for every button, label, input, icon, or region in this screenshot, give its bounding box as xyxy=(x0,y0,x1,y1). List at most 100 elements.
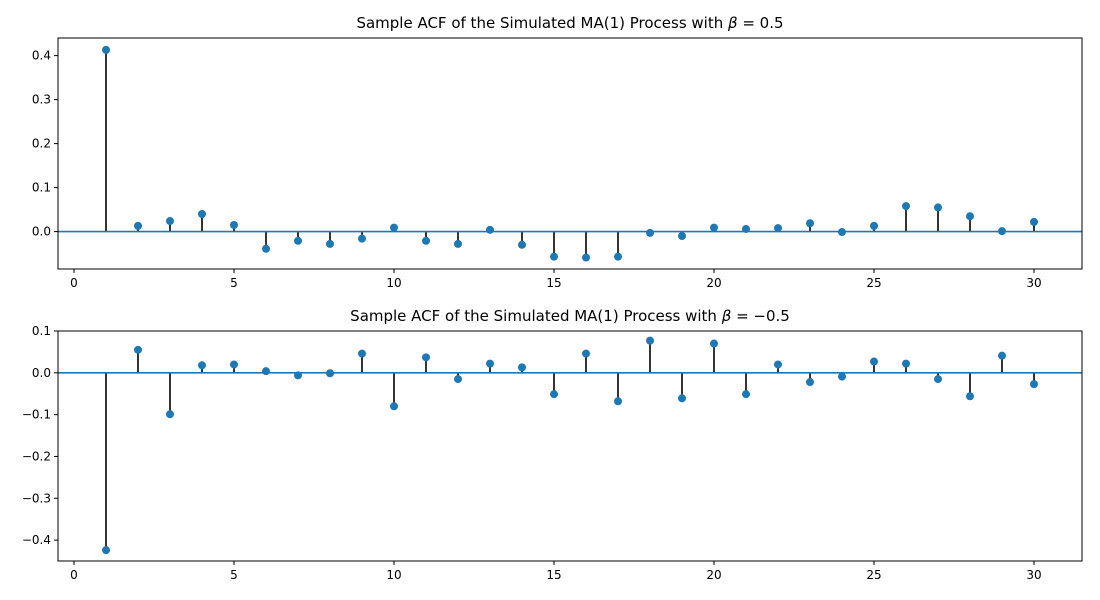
acf-point-lag-2 xyxy=(134,345,142,354)
chart-title-symbol: β xyxy=(727,14,738,32)
x-tick-label: 25 xyxy=(866,276,881,290)
x-tick-label: 25 xyxy=(866,568,881,582)
acf-point-lag-17 xyxy=(614,252,622,261)
acf-point-lag-5 xyxy=(230,221,238,229)
y-axis: −0.4 −0.3 −0.2 −0.1 0.0 0.1 xyxy=(22,324,58,547)
acf-point-lag-5 xyxy=(230,360,238,369)
chart-title-prefix: Sample ACF of the Simulated MA(1) Proces… xyxy=(350,307,722,325)
acf-point-lag-28 xyxy=(966,392,974,401)
acf-point-lag-3 xyxy=(166,410,174,419)
acf-point-lag-30 xyxy=(1030,380,1038,389)
acf-point-lag-16 xyxy=(582,349,590,358)
y-tick-label: 0.0 xyxy=(32,225,51,239)
acf-point-lag-23 xyxy=(806,219,814,228)
acf-point-lag-22 xyxy=(774,224,782,233)
acf-point-lag-12 xyxy=(454,239,462,248)
chart-title-prefix: Sample ACF of the Simulated MA(1) Proces… xyxy=(356,14,728,32)
chart-title-suffix: = −0.5 xyxy=(731,307,790,325)
axes-frame xyxy=(57,330,1083,562)
acf-point-lag-20 xyxy=(710,223,718,232)
acf-markers xyxy=(102,336,1038,555)
acf-point-lag-24 xyxy=(838,372,846,381)
acf-markers xyxy=(102,45,1038,262)
acf-point-lag-9 xyxy=(358,349,366,358)
y-tick-label: 0.2 xyxy=(32,137,51,151)
acf-point-lag-10 xyxy=(390,402,398,411)
chart-title-suffix: = 0.5 xyxy=(738,14,784,32)
acf-point-lag-29 xyxy=(998,227,1006,236)
axes-frame xyxy=(57,37,1083,270)
acf-point-lag-1 xyxy=(102,546,110,555)
y-tick-label: −0.2 xyxy=(22,449,51,463)
x-tick-label: 0 xyxy=(70,276,78,290)
acf-point-lag-6 xyxy=(262,367,270,376)
acf-point-lag-25 xyxy=(870,221,878,230)
y-tick-label: −0.3 xyxy=(22,491,51,505)
acf-point-lag-14 xyxy=(518,240,526,249)
x-axis: 0 5 10 15 20 25 30 xyxy=(70,269,1042,290)
y-axis: 0.0 0.1 0.2 0.3 0.4 xyxy=(32,49,58,239)
acf-point-lag-13 xyxy=(486,359,494,368)
acf-point-lag-12 xyxy=(454,375,462,384)
acf-chart-beta-negative: Sample ACF of the Simulated MA(1) Proces… xyxy=(22,307,1083,582)
acf-point-lag-11 xyxy=(422,353,430,362)
acf-point-lag-30 xyxy=(1030,217,1038,226)
acf-point-lag-28 xyxy=(966,212,974,221)
x-axis: 0 5 10 15 20 25 30 xyxy=(70,561,1042,582)
acf-point-lag-18 xyxy=(646,228,654,237)
acf-point-lag-15 xyxy=(550,252,558,261)
y-tick-label: 0.3 xyxy=(32,93,51,107)
x-tick-label: 5 xyxy=(230,568,238,582)
acf-point-lag-9 xyxy=(358,234,366,243)
acf-point-lag-3 xyxy=(166,217,174,226)
acf-point-lag-26 xyxy=(902,359,910,368)
acf-point-lag-22 xyxy=(774,360,782,369)
acf-point-lag-15 xyxy=(550,390,558,399)
acf-point-lag-7 xyxy=(294,371,302,380)
acf-point-lag-19 xyxy=(678,232,686,240)
acf-point-lag-10 xyxy=(390,223,398,232)
x-tick-label: 20 xyxy=(706,568,721,582)
x-tick-label: 30 xyxy=(1026,568,1041,582)
y-tick-label: 0.4 xyxy=(32,49,51,63)
x-tick-label: 15 xyxy=(546,276,561,290)
acf-point-lag-2 xyxy=(134,221,142,230)
acf-point-lag-20 xyxy=(710,339,718,348)
acf-point-lag-25 xyxy=(870,357,878,366)
acf-point-lag-17 xyxy=(614,397,622,406)
acf-point-lag-21 xyxy=(742,390,750,399)
acf-point-lag-1 xyxy=(102,45,110,54)
acf-point-lag-11 xyxy=(422,236,430,245)
acf-point-lag-4 xyxy=(198,210,206,218)
acf-point-lag-4 xyxy=(198,361,206,370)
y-tick-label: 0.1 xyxy=(32,324,51,338)
chart-title: Sample ACF of the Simulated MA(1) Proces… xyxy=(350,307,790,325)
acf-point-lag-27 xyxy=(934,203,942,212)
acf-point-lag-23 xyxy=(806,378,814,387)
acf-point-lag-24 xyxy=(838,228,846,237)
acf-point-lag-13 xyxy=(486,225,494,234)
acf-point-lag-18 xyxy=(646,336,654,345)
x-tick-label: 20 xyxy=(706,276,721,290)
acf-point-lag-27 xyxy=(934,375,942,384)
acf-point-lag-6 xyxy=(262,244,270,253)
y-tick-label: −0.1 xyxy=(22,408,51,422)
x-tick-label: 5 xyxy=(230,276,238,290)
acf-point-lag-8 xyxy=(326,239,334,248)
acf-point-lag-8 xyxy=(326,369,334,378)
chart-title: Sample ACF of the Simulated MA(1) Proces… xyxy=(356,14,783,32)
acf-point-lag-21 xyxy=(742,224,750,233)
acf-point-lag-16 xyxy=(582,253,590,262)
acf-point-lag-29 xyxy=(998,351,1006,360)
acf-point-lag-19 xyxy=(678,394,686,403)
x-tick-label: 0 xyxy=(70,568,78,582)
acf-chart-beta-positive: Sample ACF of the Simulated MA(1) Proces… xyxy=(32,14,1083,290)
x-tick-label: 30 xyxy=(1026,276,1041,290)
y-tick-label: 0.1 xyxy=(32,181,51,195)
acf-point-lag-26 xyxy=(902,202,910,211)
x-tick-label: 10 xyxy=(386,568,401,582)
x-tick-label: 10 xyxy=(386,276,401,290)
y-tick-label: −0.4 xyxy=(22,533,51,547)
